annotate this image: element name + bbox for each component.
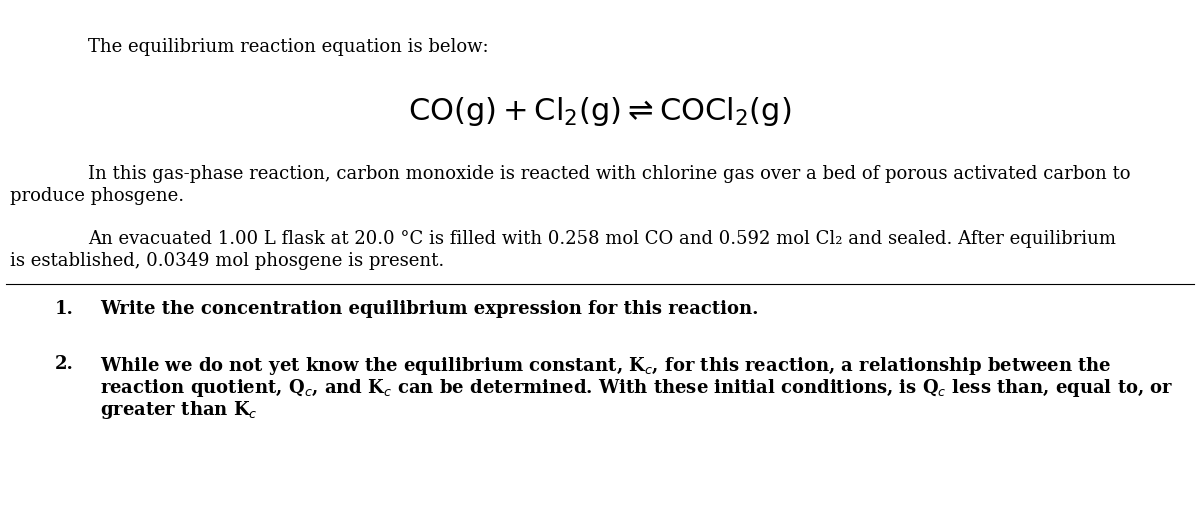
- Text: 2.: 2.: [55, 354, 74, 372]
- Text: An evacuated 1.00 L flask at 20.0 °C is filled with 0.258 mol CO and 0.592 mol C: An evacuated 1.00 L flask at 20.0 °C is …: [88, 230, 1116, 247]
- Text: In this gas-phase reaction, carbon monoxide is reacted with chlorine gas over a : In this gas-phase reaction, carbon monox…: [88, 165, 1130, 183]
- Text: Write the concentration equilibrium expression for this reaction.: Write the concentration equilibrium expr…: [100, 299, 758, 318]
- Text: reaction quotient, Q$_c$, and K$_c$ can be determined. With these initial condit: reaction quotient, Q$_c$, and K$_c$ can …: [100, 376, 1174, 398]
- Text: produce phosgene.: produce phosgene.: [10, 187, 184, 205]
- Text: greater than K$_c$: greater than K$_c$: [100, 398, 258, 420]
- Text: is established, 0.0349 mol phosgene is present.: is established, 0.0349 mol phosgene is p…: [10, 251, 444, 269]
- Text: While we do not yet know the equilibrium constant, K$_c$, for this reaction, a r: While we do not yet know the equilibrium…: [100, 354, 1111, 376]
- Text: $\mathrm{CO(g) + Cl_2(g) \rightleftharpoons COCl_2(g)}$: $\mathrm{CO(g) + Cl_2(g) \rightleftharpo…: [408, 95, 792, 128]
- Text: 1.: 1.: [55, 299, 74, 318]
- Text: The equilibrium reaction equation is below:: The equilibrium reaction equation is bel…: [88, 38, 488, 56]
